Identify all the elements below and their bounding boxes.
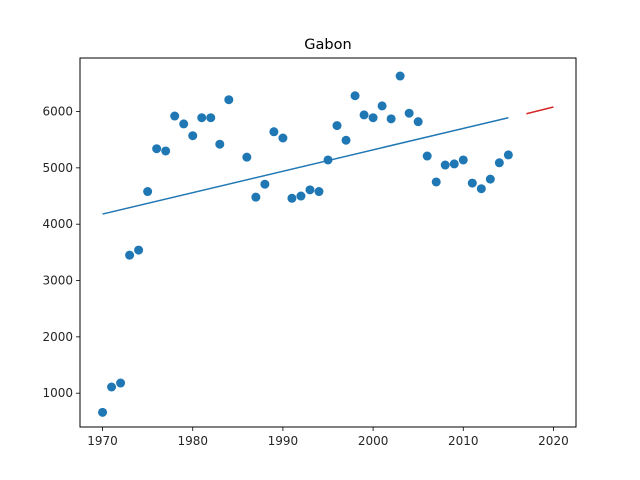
data-point [143,187,153,197]
data-point [440,160,450,170]
data-point [269,127,279,137]
data-point [260,179,270,189]
data-point [134,245,144,255]
data-point [413,117,423,127]
data-point [251,192,261,202]
data-point [296,191,306,201]
y-tick-label: 5000 [42,161,73,175]
data-point [404,108,414,118]
y-tick-label: 3000 [42,274,73,288]
data-point [350,91,360,101]
axes-frame [79,57,577,428]
x-tick-label: 2010 [448,434,479,448]
data-point [314,187,324,197]
y-tick-label: 4000 [42,217,73,231]
data-point [197,113,207,123]
data-point [341,135,351,145]
data-point [215,139,225,149]
data-point [485,174,495,184]
data-point [278,133,288,143]
data-point [152,144,162,154]
x-tick-label: 1990 [268,434,299,448]
data-point [359,110,369,120]
data-point [449,159,459,169]
data-point [422,151,432,161]
data-point [98,407,108,417]
data-point [161,146,171,156]
forecast-line [526,106,554,115]
data-point [458,155,468,165]
data-point [206,113,216,123]
x-tick-label: 2020 [538,434,569,448]
x-tick-label: 1970 [87,434,118,448]
data-point [476,184,486,194]
data-point [368,113,378,123]
trend-line [102,116,509,215]
data-point [377,101,387,111]
data-point [323,155,333,165]
data-point [386,114,396,124]
data-point [242,152,252,162]
data-point [431,177,441,187]
y-tick-label: 2000 [42,330,73,344]
data-point [305,185,315,195]
data-point [467,178,477,188]
data-point [125,250,135,260]
chart-title: Gabon [304,37,351,53]
data-point [287,193,297,203]
data-point [332,121,342,131]
data-point [494,158,504,168]
data-point [503,150,513,160]
y-tick-label: 6000 [42,105,73,119]
plot-area: 1970 1980 1990 2000 2010 2020 1000 2000 3000 4000… [42,71,569,448]
data-point [224,95,234,105]
data-point [179,119,189,129]
y-tick-label: 1000 [42,386,73,400]
data-point [188,131,198,141]
data-point [116,378,126,388]
data-point [107,382,117,392]
x-tick-label: 2000 [358,434,389,448]
data-point [395,71,405,81]
x-tick-label: 1980 [177,434,208,448]
data-point [170,111,180,121]
